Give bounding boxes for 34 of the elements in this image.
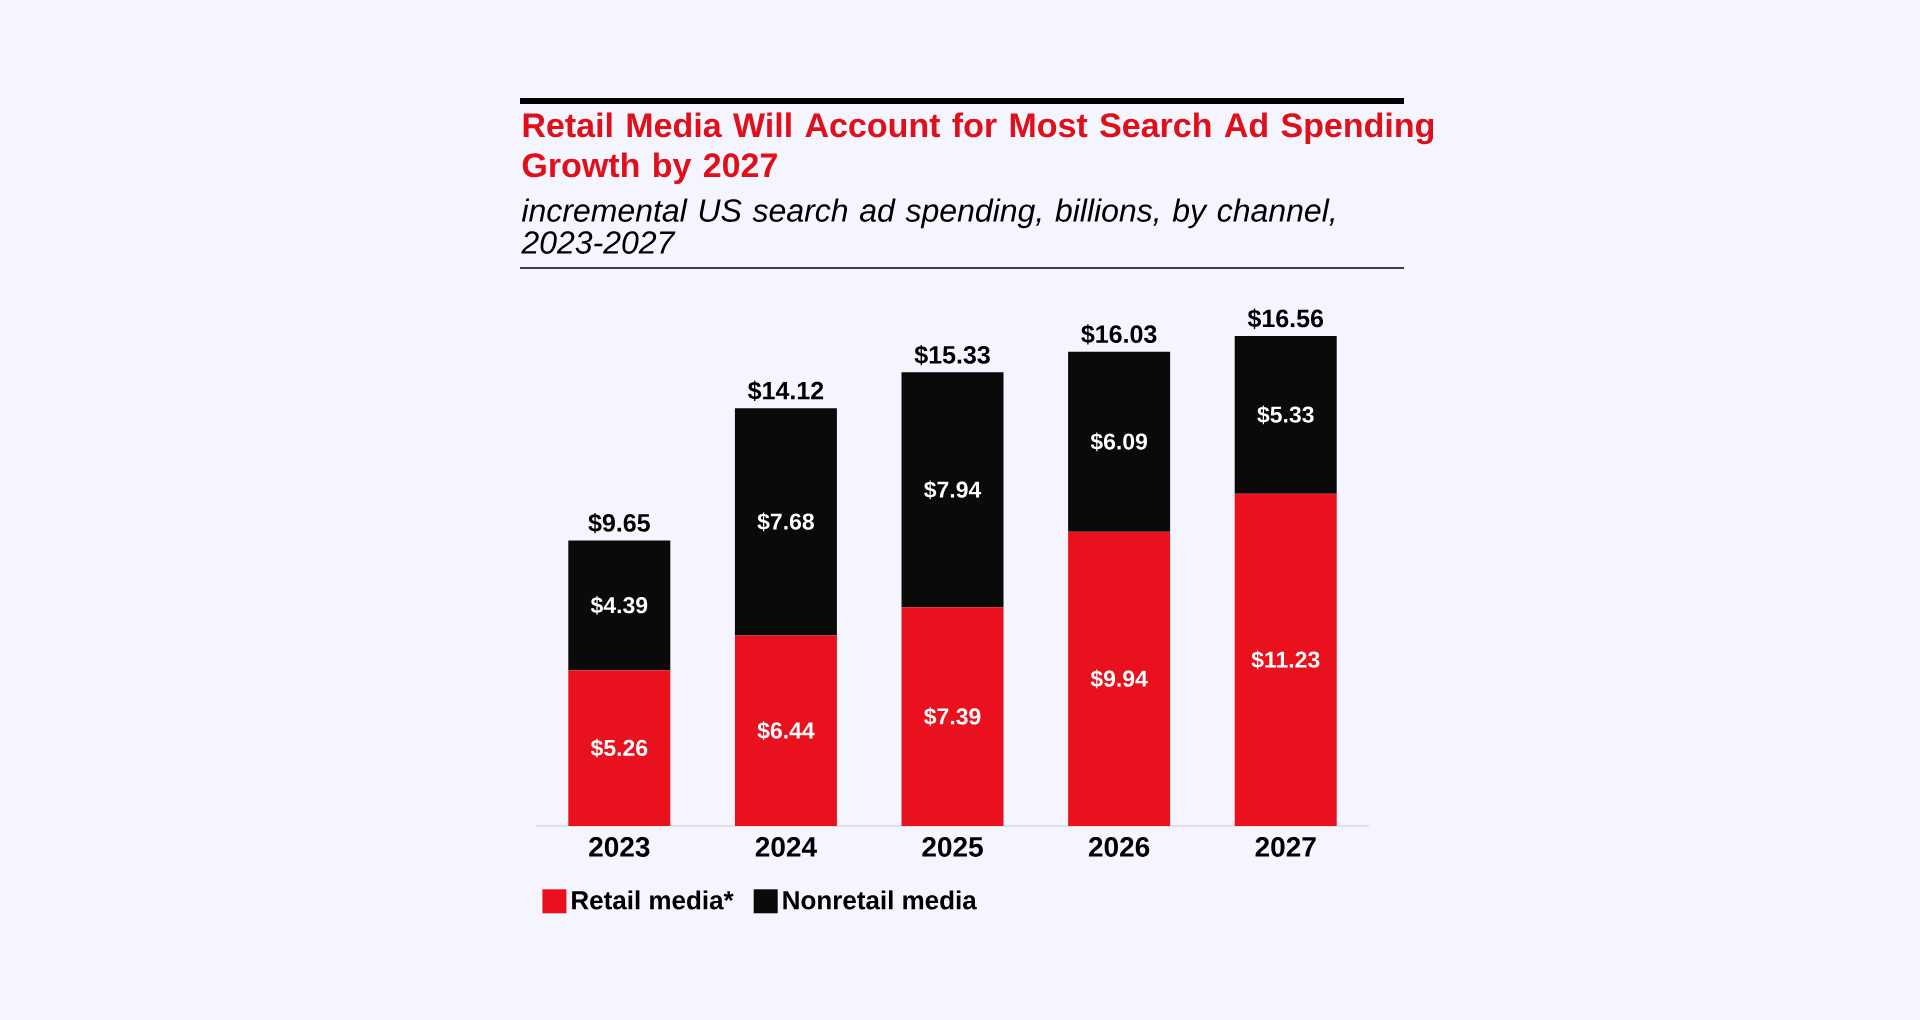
x-tick-label: 2027 bbox=[1255, 837, 1316, 857]
total-label: $16.03 bbox=[1081, 324, 1157, 345]
legend-label: Retail media* bbox=[572, 890, 734, 910]
total-label: $9.65 bbox=[588, 512, 650, 534]
x-tick-label: 2024 bbox=[755, 837, 817, 857]
chart-title: Retail Media Will Account for Most Search Ad Spending Growth by 2027 bbox=[522, 112, 1434, 185]
data-label: $7.39 bbox=[924, 707, 981, 727]
chart-subtitle: incremental US search ad spending, billions, by channel, 2023-2027 bbox=[521, 198, 1334, 254]
bar bbox=[901, 607, 1004, 826]
bar bbox=[1234, 493, 1337, 826]
bar bbox=[1234, 335, 1337, 494]
bar bbox=[901, 372, 1004, 608]
total-label: $14.12 bbox=[748, 380, 824, 402]
bar bbox=[1068, 531, 1171, 826]
data-label: $6.09 bbox=[1090, 432, 1148, 452]
data-label: $4.39 bbox=[590, 596, 648, 615]
x-tick-label: 2026 bbox=[1088, 837, 1150, 857]
bar bbox=[734, 408, 837, 636]
total-label: $15.33 bbox=[914, 344, 990, 366]
data-label: $5.26 bbox=[590, 738, 648, 758]
bar bbox=[568, 540, 671, 671]
data-label: $11.23 bbox=[1251, 650, 1320, 670]
bar bbox=[1068, 351, 1171, 532]
data-label: $5.33 bbox=[1257, 405, 1314, 425]
data-label: $9.94 bbox=[1090, 669, 1148, 689]
x-tick-label: 2023 bbox=[589, 837, 650, 857]
data-label: $7.94 bbox=[924, 480, 982, 500]
total-label: $16.56 bbox=[1247, 308, 1324, 329]
bar bbox=[568, 670, 671, 826]
data-label: $6.44 bbox=[757, 721, 815, 741]
bar bbox=[734, 635, 837, 826]
x-tick-label: 2025 bbox=[922, 837, 983, 857]
data-label: $7.68 bbox=[757, 512, 814, 532]
legend-label: Nonretail media bbox=[783, 890, 977, 910]
